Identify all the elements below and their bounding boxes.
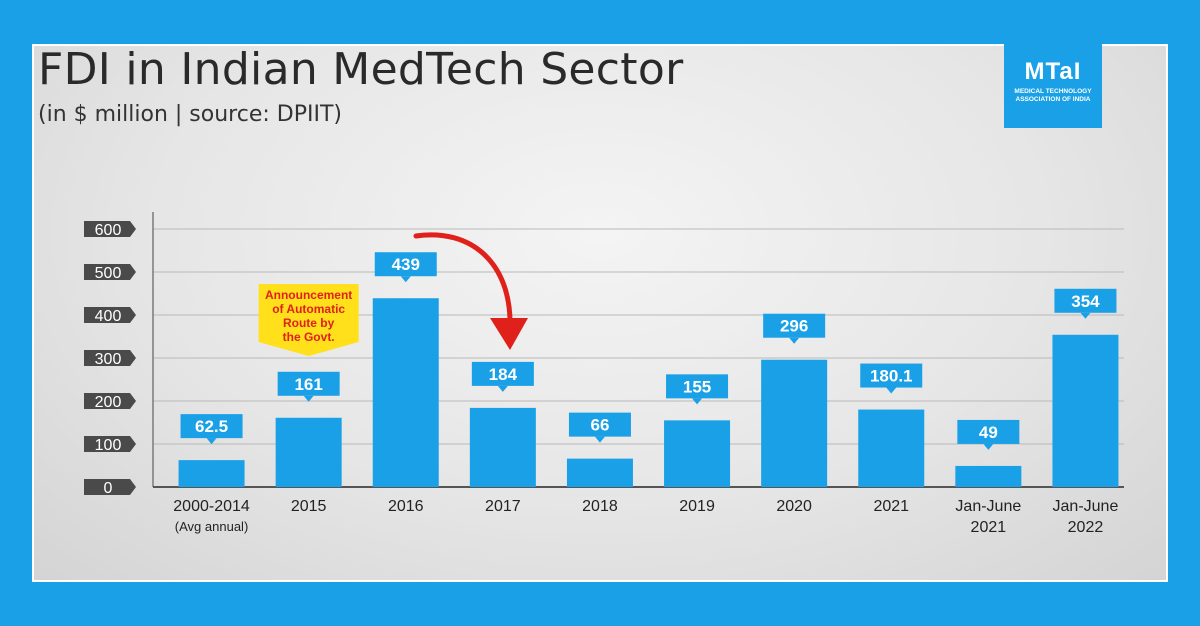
annotation-text: the Govt. (283, 330, 335, 344)
y-tick-label: 500 (95, 265, 122, 282)
x-tick-label: 2015 (291, 498, 327, 515)
value-label-bg (1054, 288, 1117, 313)
value-label-bg (568, 412, 631, 437)
value-label-bg (860, 363, 923, 388)
y-tick-label: 600 (95, 222, 122, 239)
y-tick-label: 300 (95, 351, 122, 368)
y-tick-marker (84, 264, 136, 280)
value-label-pointer (983, 443, 994, 450)
x-tick-label: 2017 (485, 498, 521, 515)
y-tick-label: 200 (95, 394, 122, 411)
x-tick-label: 2020 (776, 498, 812, 515)
data-label: 180.1 (870, 367, 913, 386)
arrow-head (490, 318, 528, 350)
value-label-bg (763, 313, 826, 338)
value-label-pointer (594, 436, 605, 443)
data-label: 49 (979, 423, 998, 442)
y-tick-marker (84, 393, 136, 409)
value-label-pointer (400, 276, 411, 283)
annotation-badge (258, 284, 359, 356)
bar (469, 407, 536, 487)
data-label: 161 (294, 375, 322, 394)
bar (275, 417, 342, 487)
data-label: 184 (489, 365, 518, 384)
bar (761, 359, 828, 487)
x-tick-sublabel: (Avg annual) (175, 519, 248, 534)
value-label-bg (374, 252, 437, 277)
value-label-bg (277, 371, 340, 396)
y-tick-label: 400 (95, 308, 122, 325)
value-label-bg (957, 419, 1020, 444)
value-label-pointer (303, 395, 314, 402)
value-label-pointer (692, 398, 703, 405)
data-label: 354 (1071, 292, 1100, 311)
data-label: 62.5 (195, 417, 228, 436)
y-tick-label: 100 (95, 437, 122, 454)
value-label-pointer (886, 387, 897, 394)
value-label-bg (180, 414, 243, 439)
mtai-logo: MTaI Medical Technology Association of I… (1004, 32, 1102, 128)
bar (372, 298, 439, 487)
bar (566, 458, 633, 487)
x-tick-label: 2019 (679, 498, 715, 515)
arrow-curve (413, 232, 513, 331)
y-tick-label: 0 (104, 480, 113, 497)
bar (178, 460, 245, 487)
chart-card (32, 44, 1168, 582)
bar (858, 409, 925, 487)
data-label: 439 (392, 255, 420, 274)
x-tick-label: 2016 (388, 498, 424, 515)
logo-tagline: Medical Technology Association of India (1014, 88, 1092, 103)
data-label: 296 (780, 317, 808, 336)
value-label-pointer (1080, 312, 1091, 319)
y-tick-marker (84, 436, 136, 452)
x-tick-label: Jan-June 2022 (1053, 498, 1119, 536)
chart-title: FDI in Indian MedTech Sector (38, 44, 684, 95)
logo-mark: MTaI (1024, 58, 1082, 85)
y-tick-marker (84, 350, 136, 366)
x-tick-label: 2018 (582, 498, 618, 515)
data-label: 155 (683, 377, 711, 396)
y-tick-marker (84, 479, 136, 495)
x-tick-label: 2021 (873, 498, 909, 515)
value-label-pointer (497, 385, 508, 392)
annotation-text: Announcement (265, 288, 352, 302)
bar (1052, 334, 1119, 487)
chart-subtitle: (in $ million | source: DPIIT) (38, 102, 342, 127)
value-label-bg (471, 361, 534, 386)
y-tick-marker (84, 221, 136, 237)
x-tick-label: Jan-June 2021 (955, 498, 1021, 536)
bar (664, 420, 731, 487)
annotation-text: Route by (283, 316, 335, 330)
y-tick-marker (84, 307, 136, 323)
value-label-bg (666, 374, 729, 399)
annotation-text: of Automatic (272, 302, 345, 316)
value-label-pointer (789, 337, 800, 344)
value-label-pointer (206, 438, 217, 445)
data-label: 66 (590, 416, 609, 435)
x-tick-label: 2000-2014 (173, 498, 250, 515)
bar (955, 465, 1022, 487)
